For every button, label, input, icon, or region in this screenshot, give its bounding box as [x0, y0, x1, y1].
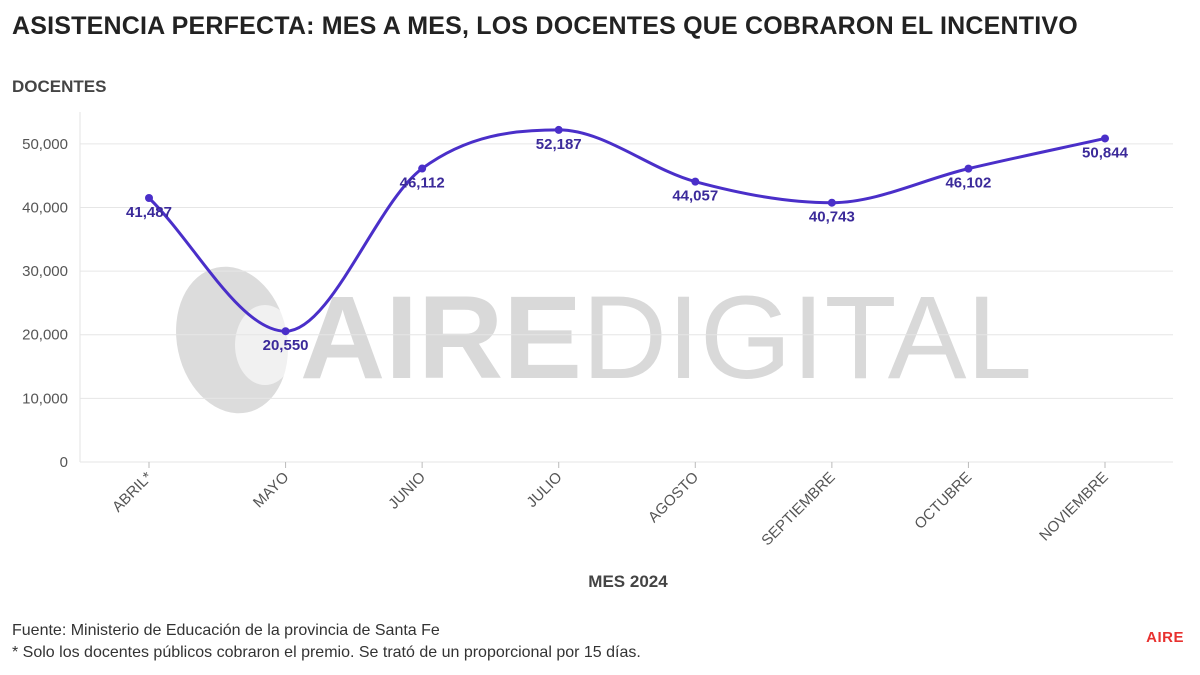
data-point	[964, 164, 973, 173]
y-tick-label: 40,000	[22, 199, 68, 216]
data-label: 44,057	[672, 188, 718, 205]
data-point	[554, 125, 563, 134]
x-tick-label: JUNIO	[385, 469, 429, 513]
aire-logo[interactable]: AIRE	[1146, 629, 1184, 646]
watermark-text: AIREDIGITAL	[300, 272, 1032, 404]
footnote: * Solo los docentes públicos cobraron el…	[12, 644, 641, 661]
y-tick-label: 0	[60, 454, 68, 471]
watermark: AIREDIGITAL	[176, 266, 1032, 414]
y-tick-label: 50,000	[22, 136, 68, 153]
data-point	[691, 177, 700, 186]
chart-grid	[79, 112, 1173, 463]
y-axis-ticks: 0 10,000 20,000 30,000 40,000 50,000	[22, 136, 68, 471]
x-axis-label: MES 2024	[588, 572, 668, 591]
x-tick-label: MAYO	[250, 469, 292, 511]
source-note: Fuente: Ministerio de Educación de la pr…	[12, 622, 440, 639]
chart-title: ASISTENCIA PERFECTA: MES A MES, LOS DOCE…	[12, 12, 1078, 40]
x-tick-label: ABRIL*	[109, 469, 156, 516]
watermark-text-light: DIGITAL	[582, 272, 1032, 404]
x-tick-label: NOVIEMBRE	[1036, 469, 1112, 545]
watermark-text-bold: AIRE	[300, 272, 582, 404]
y-axis-label: DOCENTES	[12, 77, 107, 96]
data-label: 41,487	[126, 204, 172, 221]
watermark-logo-hole	[235, 305, 295, 385]
data-point	[145, 193, 153, 202]
x-tick-label: OCTUBRE	[911, 469, 975, 533]
x-axis-ticks: ABRIL* MAYO JUNIO JULIO AGOSTO SEPTIEMBRE OCTU…	[109, 462, 1112, 549]
y-tick-label: 10,000	[22, 390, 68, 407]
data-label: 52,187	[536, 136, 582, 153]
data-point	[418, 164, 427, 173]
x-tick-label: JULIO	[523, 469, 565, 511]
series-points	[145, 125, 1109, 336]
data-point	[827, 198, 836, 207]
data-labels: 41,487 20,550 46,112 52,187 44,057 40,743 46,1…	[126, 136, 1129, 354]
data-label: 40,743	[809, 209, 855, 226]
data-point	[281, 327, 290, 336]
x-tick-label: AGOSTO	[645, 469, 702, 526]
x-tick-label: SEPTIEMBRE	[758, 469, 838, 549]
data-label: 20,550	[263, 337, 309, 354]
y-tick-label: 30,000	[22, 263, 68, 280]
data-label: 46,112	[400, 175, 445, 192]
data-point	[1101, 134, 1109, 143]
data-label: 50,844	[1082, 144, 1129, 161]
y-tick-label: 20,000	[22, 327, 68, 344]
data-label: 46,102	[945, 175, 991, 192]
